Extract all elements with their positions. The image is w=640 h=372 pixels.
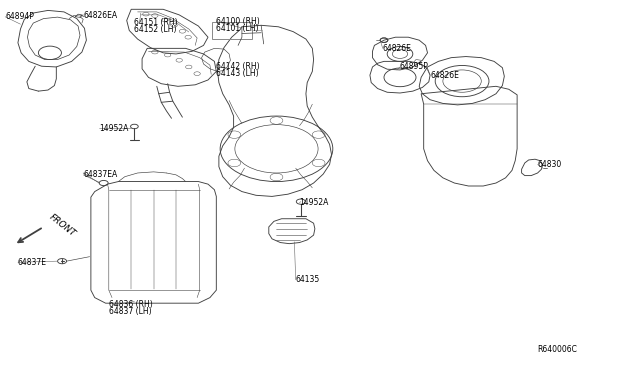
Text: 64143 (LH): 64143 (LH): [216, 69, 259, 78]
Text: 64101 (LH): 64101 (LH): [216, 24, 259, 33]
Text: 64135: 64135: [296, 275, 320, 284]
Text: 64151 (RH): 64151 (RH): [134, 18, 178, 27]
Text: 14952A: 14952A: [99, 124, 129, 133]
Bar: [212, 22, 252, 39]
Text: 64152 (LH): 64152 (LH): [134, 25, 177, 33]
Text: 64837 (LH): 64837 (LH): [109, 307, 152, 316]
Text: R640006C: R640006C: [538, 345, 577, 354]
Text: 64837EA: 64837EA: [83, 170, 118, 179]
Text: 64894P: 64894P: [5, 12, 34, 21]
Text: FRONT: FRONT: [48, 213, 78, 239]
Text: 64826E: 64826E: [430, 71, 459, 80]
Text: 64895P: 64895P: [400, 62, 429, 71]
Text: 64826EA: 64826EA: [83, 12, 117, 20]
Text: 64837E: 64837E: [18, 258, 47, 267]
Text: 64100 (RH): 64100 (RH): [216, 17, 260, 26]
Text: 64830: 64830: [538, 160, 562, 169]
Text: 14952A: 14952A: [300, 198, 329, 207]
Text: 64836 (RH): 64836 (RH): [109, 300, 152, 309]
Text: 64142 (RH): 64142 (RH): [216, 62, 260, 71]
Text: 64826E: 64826E: [383, 44, 412, 53]
